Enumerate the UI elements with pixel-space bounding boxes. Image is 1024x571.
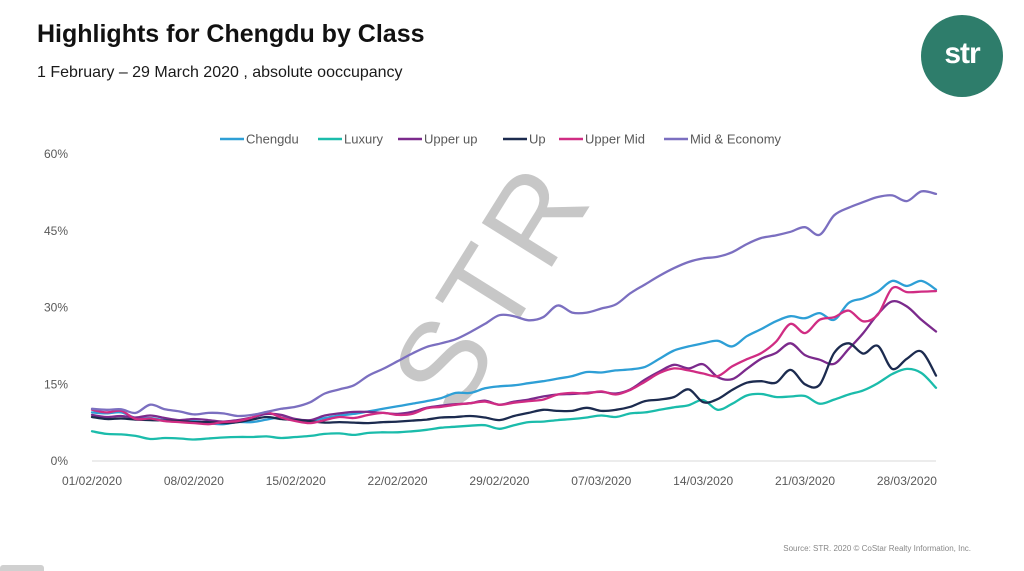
chart-subtitle: 1 February – 29 March 2020 , absolute oo… — [37, 64, 403, 81]
x-tick-label: 15/02/2020 — [266, 474, 326, 488]
watermark-layer: STR — [365, 138, 619, 433]
x-tick-label: 28/03/2020 — [877, 474, 937, 488]
source-note: Source: STR. 2020 © CoStar Realty Inform… — [783, 544, 971, 553]
series-line-luxury — [90, 367, 938, 441]
str-watermark: STR — [365, 138, 619, 433]
y-tick-label: 45% — [44, 224, 68, 238]
y-tick-label: 0% — [51, 454, 69, 468]
legend-label-chengdu: Chengdu — [246, 132, 299, 147]
legend-label-mid-economy: Mid & Economy — [690, 132, 782, 147]
series-line-upper-mid — [90, 285, 938, 426]
legend-label-upper-mid: Upper Mid — [585, 132, 645, 147]
legend-label-up: Up — [529, 132, 546, 147]
x-tick-label: 01/02/2020 — [62, 474, 122, 488]
y-tick-label: 15% — [44, 377, 68, 391]
str-logo-text: str — [944, 37, 980, 70]
x-tick-label: 29/02/2020 — [469, 474, 529, 488]
axis-layer: 0% 15% 30% 45% 60% 01/02/2020 08/02/2020 15/02/… — [44, 147, 937, 488]
str-logo: str — [921, 15, 1003, 97]
x-tick-label: 07/03/2020 — [571, 474, 631, 488]
window-corner-tab — [0, 565, 44, 571]
y-tick-label: 60% — [44, 147, 68, 161]
legend-label-upper-up: Upper up — [424, 132, 477, 147]
chart-title: Highlights for Chengdu by Class — [37, 20, 425, 48]
series-layer — [90, 189, 938, 441]
y-tick-label: 30% — [44, 301, 68, 315]
series-line-mid-economy — [90, 189, 938, 418]
x-tick-label: 21/03/2020 — [775, 474, 835, 488]
legend: Chengdu Luxury Upper up Up Upper Mid Mid & Ec… — [220, 132, 782, 147]
x-tick-label: 08/02/2020 — [164, 474, 224, 488]
x-tick-label: 22/02/2020 — [368, 474, 428, 488]
x-tick-label: 14/03/2020 — [673, 474, 733, 488]
legend-label-luxury: Luxury — [344, 132, 384, 147]
